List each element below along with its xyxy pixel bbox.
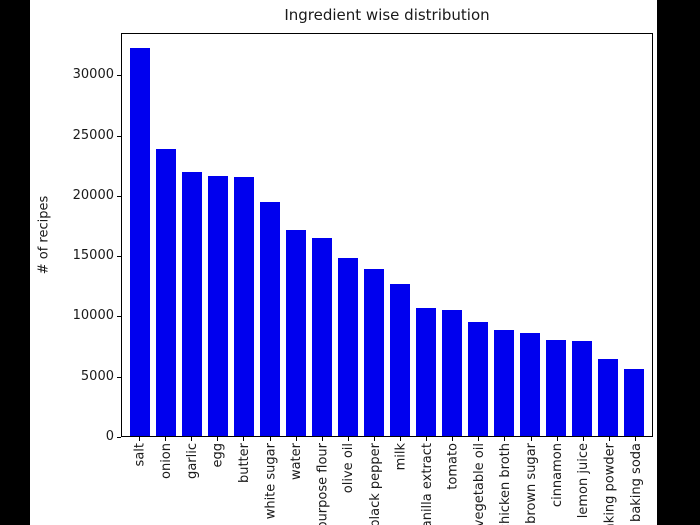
x-tick-label: lemon juice xyxy=(576,443,592,519)
y-tick-mark xyxy=(117,316,121,318)
x-tick-label: baking powder xyxy=(602,443,618,525)
x-tick-label: tomato xyxy=(445,443,461,490)
x-tick-mark xyxy=(295,437,297,441)
x-tick-mark xyxy=(530,437,532,441)
bar-milk xyxy=(389,283,411,436)
x-tick-label: salt xyxy=(132,443,148,467)
bar-slot xyxy=(387,34,413,436)
bar-slot xyxy=(465,34,491,436)
bar-egg xyxy=(207,175,229,436)
bar-slot xyxy=(517,34,543,436)
y-tick-label: 5000 xyxy=(80,368,114,384)
y-tick-label: 10000 xyxy=(72,308,114,324)
bar-slot xyxy=(257,34,283,436)
y-tick-label: 20000 xyxy=(72,187,114,203)
y-tick-label: 15000 xyxy=(72,248,114,264)
x-tick-label: onion xyxy=(158,443,174,479)
y-tick-mark xyxy=(117,437,121,438)
x-tick-mark xyxy=(634,437,636,441)
bar-slot xyxy=(543,34,569,436)
bars-container xyxy=(122,34,652,436)
chart-title: Ingredient wise distribution xyxy=(284,6,490,24)
bar-butter xyxy=(233,176,255,436)
x-tick-mark xyxy=(243,437,245,441)
x-tick-label: white sugar xyxy=(263,443,279,520)
x-tick-mark xyxy=(269,437,271,441)
x-tick-mark xyxy=(347,437,349,441)
bar-white-sugar xyxy=(259,202,281,436)
bar-slot xyxy=(205,34,231,436)
bar-vegetable-oil xyxy=(467,322,489,436)
x-tick-mark xyxy=(582,437,584,441)
x-tick-mark xyxy=(321,437,323,441)
x-tick-label: black pepper xyxy=(367,443,383,525)
x-tick-label: water xyxy=(289,443,305,481)
x-tick-label: chicken broth xyxy=(497,443,513,525)
bar-slot xyxy=(569,34,595,436)
y-tick-label: 0 xyxy=(105,429,114,444)
x-tick-mark xyxy=(373,437,375,441)
x-tick-label: milk xyxy=(393,443,409,471)
x-tick-label: brown sugar xyxy=(524,443,540,524)
bar-brown-sugar xyxy=(519,332,541,436)
x-tick-mark xyxy=(504,437,506,441)
x-tick-label: all-purpose flour xyxy=(315,443,331,525)
x-tick-mark xyxy=(478,437,480,441)
x-tick-label: baking soda xyxy=(628,443,644,522)
x-tick-mark xyxy=(139,437,141,441)
x-tick-label: garlic xyxy=(184,443,200,479)
x-tick-mark xyxy=(217,437,219,441)
y-tick-mark xyxy=(117,376,121,378)
bar-slot xyxy=(127,34,153,436)
y-tick-mark xyxy=(117,135,121,137)
bar-garlic xyxy=(181,172,203,436)
bar-lemon-juice xyxy=(571,341,593,436)
bar-baking-soda xyxy=(623,368,645,436)
bar-baking-powder xyxy=(597,359,619,436)
x-tick-mark xyxy=(556,437,558,441)
bar-slot xyxy=(179,34,205,436)
bar-cinnamon xyxy=(545,340,567,436)
y-tick-mark xyxy=(117,256,121,258)
y-tick-mark xyxy=(117,195,121,197)
x-tick-mark xyxy=(452,437,454,441)
bar-vanilla-extract xyxy=(415,307,437,436)
y-tick-label: 30000 xyxy=(72,67,114,83)
x-tick-label: butter xyxy=(236,443,252,484)
x-tick-label: olive oil xyxy=(341,443,357,494)
x-tick-mark xyxy=(400,437,402,441)
bar-slot xyxy=(361,34,387,436)
bar-slot xyxy=(335,34,361,436)
bar-all-purpose-flour xyxy=(311,238,333,436)
x-tick-mark xyxy=(608,437,610,441)
bar-olive-oil xyxy=(337,258,359,436)
bar-salt xyxy=(129,48,151,436)
x-tick-mark xyxy=(426,437,428,441)
plot-area xyxy=(121,33,653,437)
bar-slot xyxy=(439,34,465,436)
bar-water xyxy=(285,229,307,436)
y-tick-mark xyxy=(117,75,121,77)
y-tick-label: 25000 xyxy=(72,127,114,143)
x-tick-label: egg xyxy=(210,443,226,468)
x-tick-mark xyxy=(191,437,193,441)
bar-chicken-broth xyxy=(493,330,515,436)
bar-slot xyxy=(621,34,647,436)
bar-slot xyxy=(231,34,257,436)
x-tick-mark xyxy=(165,437,167,441)
bar-slot xyxy=(283,34,309,436)
bar-slot xyxy=(309,34,335,436)
bar-tomato xyxy=(441,310,463,436)
bar-slot xyxy=(413,34,439,436)
bar-slot xyxy=(595,34,621,436)
x-tick-label: cinnamon xyxy=(550,443,566,508)
x-tick-label: vegetable oil xyxy=(471,443,487,525)
bar-slot xyxy=(153,34,179,436)
x-tick-label: vanilla extract xyxy=(419,443,435,525)
chart-figure: Ingredient wise distribution # of recipe… xyxy=(30,0,657,525)
bar-black-pepper xyxy=(363,269,385,436)
bar-slot xyxy=(491,34,517,436)
bar-onion xyxy=(155,149,177,436)
